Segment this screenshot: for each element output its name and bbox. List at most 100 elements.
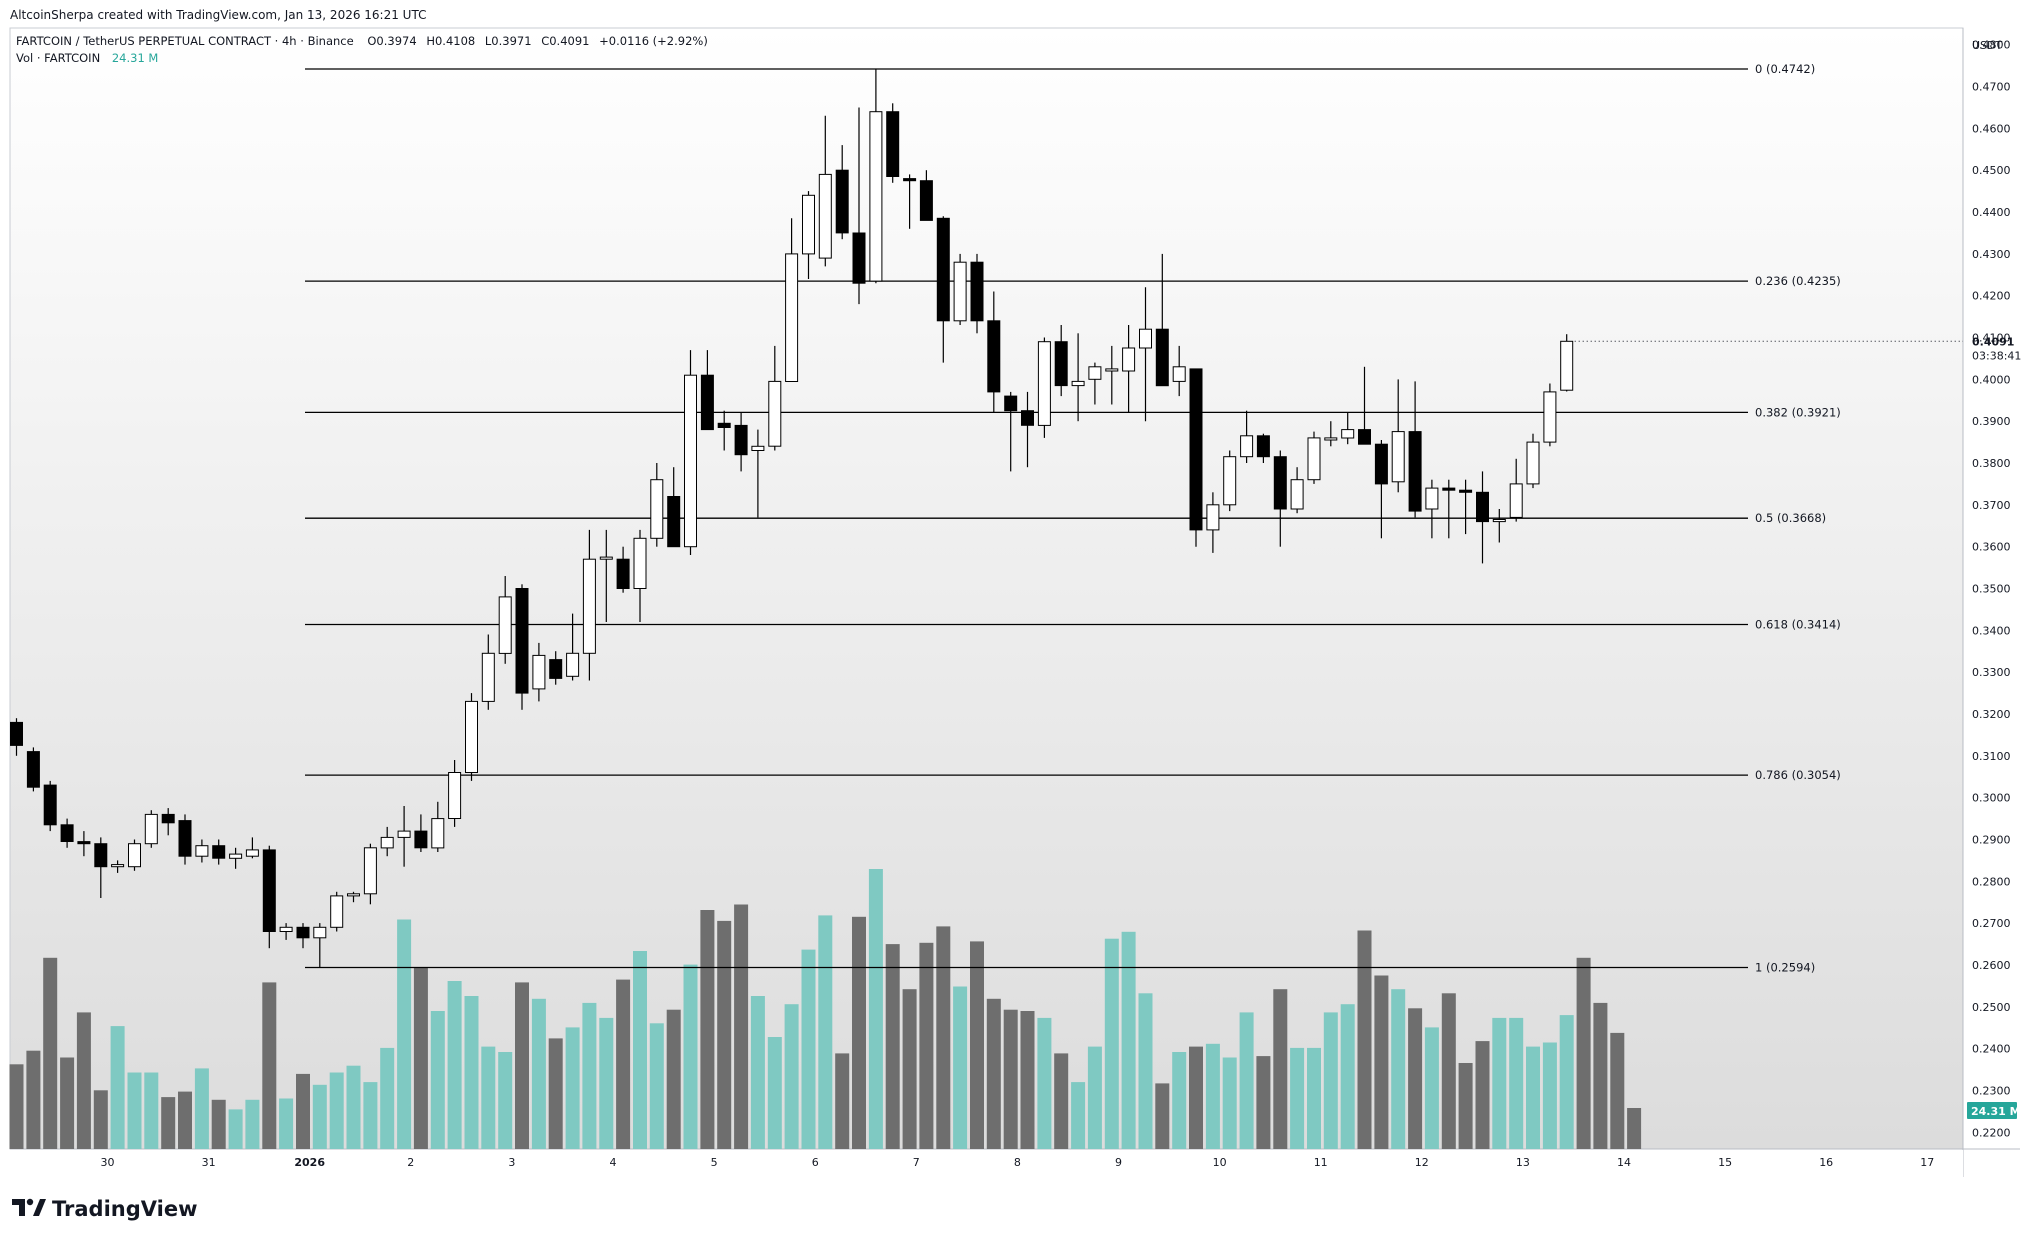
price-tick-label: 0.3600 (1972, 541, 2011, 554)
candle-body-down (94, 843, 108, 868)
candle (380, 826, 394, 857)
ohlc-low: 0.3971 (491, 34, 531, 48)
candle (1509, 458, 1523, 522)
volume-bar (818, 915, 833, 1149)
volume-bar (1424, 1027, 1439, 1149)
candle-body-up (1543, 391, 1557, 443)
time-axis[interactable]: 30 31 2026 2 3 4 5 6 7 8 9 10 11 12 13 14 15 16 17 (101, 1156, 1935, 1169)
candle (1290, 467, 1304, 514)
volume-tag-bg (1967, 1102, 2017, 1119)
candle-body-up (768, 380, 782, 447)
candle-body-up (347, 893, 360, 897)
tradingview-logo[interactable]: TradingView (12, 1197, 197, 1221)
price-tick-label: 0.3900 (1972, 415, 2011, 428)
candle (245, 837, 259, 859)
fib-level-label: 1 (0.2594) (1755, 961, 1815, 975)
time-axis-strip (10, 1150, 1963, 1177)
volume-bar (531, 998, 546, 1149)
volume-bar (498, 1052, 513, 1149)
symbol-legend[interactable]: FARTCOIN / TetherUS PERPETUAL CONTRACT ·… (16, 34, 708, 48)
candle-body-up (1105, 368, 1119, 372)
volume-bar (464, 996, 479, 1149)
candle (1391, 379, 1405, 493)
candle (144, 810, 158, 848)
price-axis[interactable]: 0.2200 0.2300 0.2400 0.2500 0.2600 0.2700 0.28… (1574, 39, 2022, 1140)
price-tick-label: 0.2600 (1972, 959, 2011, 972)
candle-body-down (262, 849, 276, 933)
volume-bar (9, 1064, 24, 1149)
candle-body-down (1189, 368, 1203, 531)
candle-body-down (26, 751, 40, 788)
volume-bar (1593, 1002, 1608, 1149)
volume-bar (1071, 1082, 1086, 1149)
volume-bar (1087, 1046, 1102, 1149)
volume-bar (750, 996, 765, 1149)
candle (1408, 381, 1422, 518)
candle (262, 845, 276, 949)
volume-bar (666, 1009, 681, 1149)
candle (43, 780, 57, 832)
candle (1256, 433, 1270, 463)
candle-body-down (919, 180, 933, 221)
candle-body-up (397, 830, 411, 838)
candle-body-up (1290, 479, 1304, 510)
candle (768, 345, 782, 451)
volume-bar (1391, 989, 1406, 1149)
candle (1425, 479, 1439, 539)
time-tick-label: 17 (1920, 1156, 1934, 1169)
candle-body-down (667, 496, 681, 548)
volume-legend-label: Vol · FARTCOIN (16, 51, 100, 65)
candle-body-up (1240, 435, 1254, 458)
candle-body-up (144, 813, 158, 845)
volume-bar (616, 979, 631, 1149)
candle (414, 814, 428, 852)
volume-bar (194, 1068, 209, 1149)
fibonacci-retracement[interactable]: 0 (0.4742) 0.236 (0.4235) 0.382 (0.3921) 0.… (305, 62, 1841, 975)
volume-tag-label: 24.31 M (1971, 1105, 2021, 1118)
ohlc-high-label: H (426, 34, 435, 48)
candle (94, 837, 108, 898)
volume-legend[interactable]: Vol · FARTCOIN 24.31 M (16, 51, 158, 65)
candle (566, 613, 580, 681)
volume-bar (582, 1002, 597, 1149)
candle-body-down (970, 261, 984, 322)
time-tick-label: 9 (1115, 1156, 1122, 1169)
candle-body-down (515, 588, 529, 694)
volume-bar (1003, 1009, 1018, 1149)
price-tick-label: 0.4000 (1972, 373, 2011, 386)
volume-bars (9, 869, 1642, 1149)
price-tick-label: 0.3400 (1972, 624, 2011, 637)
candle-body-up (465, 700, 478, 774)
ohlc-open: 0.3974 (376, 34, 416, 48)
volume-bar (211, 1099, 226, 1149)
candle (128, 839, 141, 871)
volume-bar (1239, 1012, 1254, 1149)
last-price-label: 0.4091 (1972, 335, 2014, 348)
candle-body-up (448, 772, 462, 819)
volume-bar (717, 920, 732, 1149)
candle-body-down (60, 824, 74, 842)
price-tick-label: 0.2500 (1972, 1001, 2011, 1014)
time-tick-label: 3 (508, 1156, 515, 1169)
candle (1189, 368, 1203, 547)
price-tick-label: 0.3300 (1972, 666, 2011, 679)
volume-bar (1340, 1004, 1355, 1149)
candle-body-up (1122, 347, 1136, 372)
candle (481, 634, 495, 710)
volume-bar (700, 910, 715, 1149)
candle (802, 191, 815, 279)
volume-bar (1138, 993, 1153, 1149)
candle (650, 463, 664, 547)
candle (1492, 509, 1506, 543)
price-tick-label: 0.3000 (1972, 792, 2011, 805)
candle (936, 216, 950, 363)
ohlc-change: +0.0116 (+2.92%) (599, 34, 708, 48)
time-tick-label: 13 (1516, 1156, 1530, 1169)
candle-body-down (1442, 487, 1456, 491)
fib-level-label: 0.786 (0.3054) (1755, 768, 1841, 782)
candle-countdown: 03:38:41 (1972, 349, 2021, 362)
candle (1004, 391, 1018, 472)
candle (26, 747, 40, 792)
price-tick-label: 0.4400 (1972, 206, 2011, 219)
